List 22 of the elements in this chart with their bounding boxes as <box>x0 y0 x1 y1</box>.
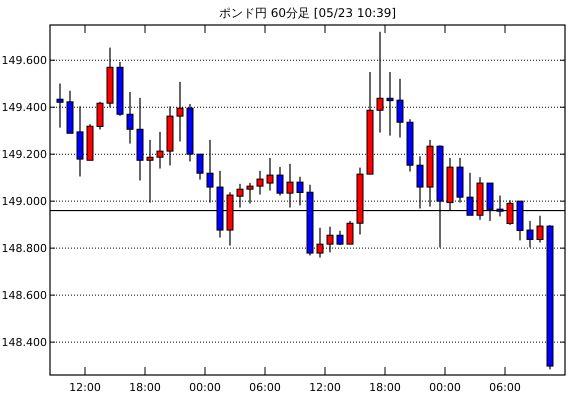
chart-title: ポンド円 60分足 [05/23 10:39] <box>218 6 396 20</box>
x-tick-label: 00:00 <box>429 381 461 394</box>
x-tick-label: 00:00 <box>189 381 221 394</box>
x-tick-label: 12:00 <box>69 381 101 394</box>
y-tick-label: 149.200 <box>2 148 47 162</box>
y-tick-label: 148.400 <box>2 336 47 350</box>
x-tick-label: 06:00 <box>489 381 521 394</box>
candlestick <box>346 220 354 245</box>
x-tick-label: 12:00 <box>309 381 341 394</box>
candlestick <box>266 157 274 192</box>
y-tick-label: 149.000 <box>2 195 47 208</box>
y-tick-label: 148.800 <box>2 242 47 256</box>
y-tick-label: 149.600 <box>2 54 47 68</box>
y-tick-label: 149.400 <box>2 101 47 114</box>
candlestick <box>336 230 344 246</box>
x-tick-label: 06:00 <box>249 381 281 394</box>
x-tick-label: 18:00 <box>129 381 161 394</box>
x-tick-label: 18:00 <box>369 381 401 394</box>
candlestick <box>256 170 264 196</box>
candlestick <box>536 215 544 244</box>
y-tick-label: 148.600 <box>2 289 47 302</box>
candlestick <box>276 166 284 196</box>
